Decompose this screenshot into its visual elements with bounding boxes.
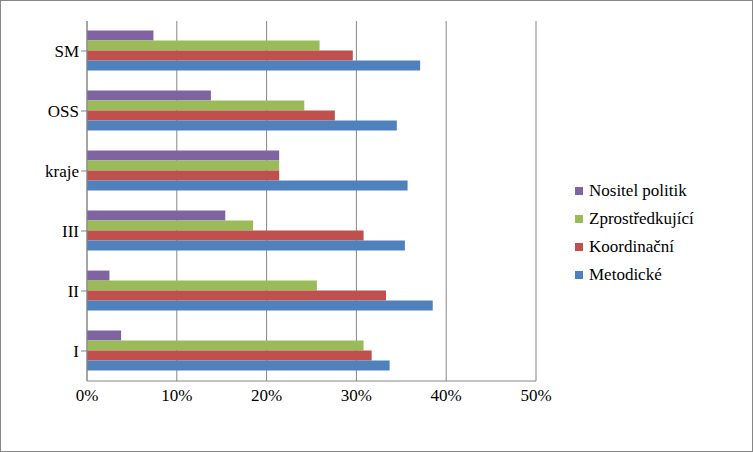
svg-text:kraje: kraje	[45, 162, 79, 181]
svg-text:20%: 20%	[251, 386, 282, 405]
svg-text:OSS: OSS	[48, 102, 79, 121]
svg-text:10%: 10%	[161, 386, 192, 405]
svg-text:0%: 0%	[76, 386, 99, 405]
html-text:Zprostředkující: Zprostředkující	[589, 209, 694, 228]
svg-text:30%: 30%	[341, 386, 372, 405]
html-text:Metodické: Metodické	[589, 265, 662, 284]
svg-text:II: II	[68, 282, 80, 301]
svg-text:50%: 50%	[520, 386, 551, 405]
svg-text:I: I	[73, 342, 79, 361]
html-text:Koordinační: Koordinační	[589, 237, 674, 256]
svg-text:40%: 40%	[431, 386, 462, 405]
svg-text:SM: SM	[54, 42, 79, 61]
svg-text:III: III	[62, 222, 79, 241]
html-text:Nositel politik: Nositel politik	[589, 181, 687, 200]
